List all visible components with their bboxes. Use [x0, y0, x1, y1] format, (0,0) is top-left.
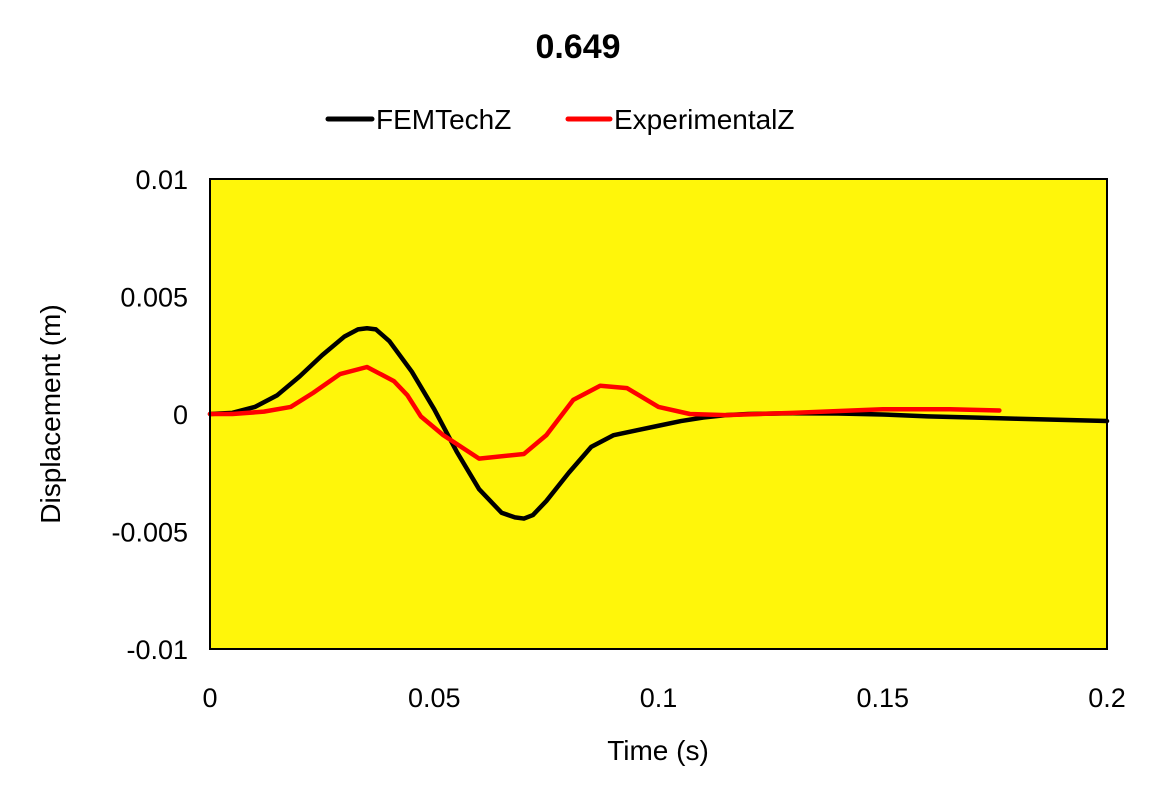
legend-label-experimentalz: ExperimentalZ	[614, 104, 795, 135]
series-group	[207, 325, 1110, 521]
y-tick-label: 0.01	[135, 165, 188, 195]
chart-title: 0.649	[535, 28, 620, 66]
y-tick-label: -0.005	[111, 518, 188, 548]
x-axis-title: Time (s)	[607, 735, 709, 766]
x-tick-label: 0	[202, 683, 217, 713]
plot-border	[209, 178, 1108, 650]
y-tick-label: -0.01	[126, 635, 188, 665]
legend: FEMTechZ ExperimentalZ	[325, 104, 795, 135]
plot-area	[209, 178, 1108, 650]
y-axis-title: Displacement (m)	[35, 304, 66, 523]
x-axis: 0 0.05 0.1 0.15 0.2	[202, 683, 1125, 713]
legend-label-femtechz: FEMTechZ	[376, 104, 511, 135]
x-tick-label: 0.15	[856, 683, 909, 713]
y-axis: -0.01 -0.005 0 0.005 0.01	[111, 165, 188, 665]
x-tick-label: 0.1	[640, 683, 678, 713]
x-tick-label: 0.05	[408, 683, 461, 713]
x-tick-label: 0.2	[1088, 683, 1126, 713]
series-line-experimentalz	[207, 364, 1002, 461]
y-tick-label: 0	[173, 400, 188, 430]
y-tick-label: 0.005	[120, 283, 188, 313]
series-line-femtechz	[207, 325, 1110, 521]
